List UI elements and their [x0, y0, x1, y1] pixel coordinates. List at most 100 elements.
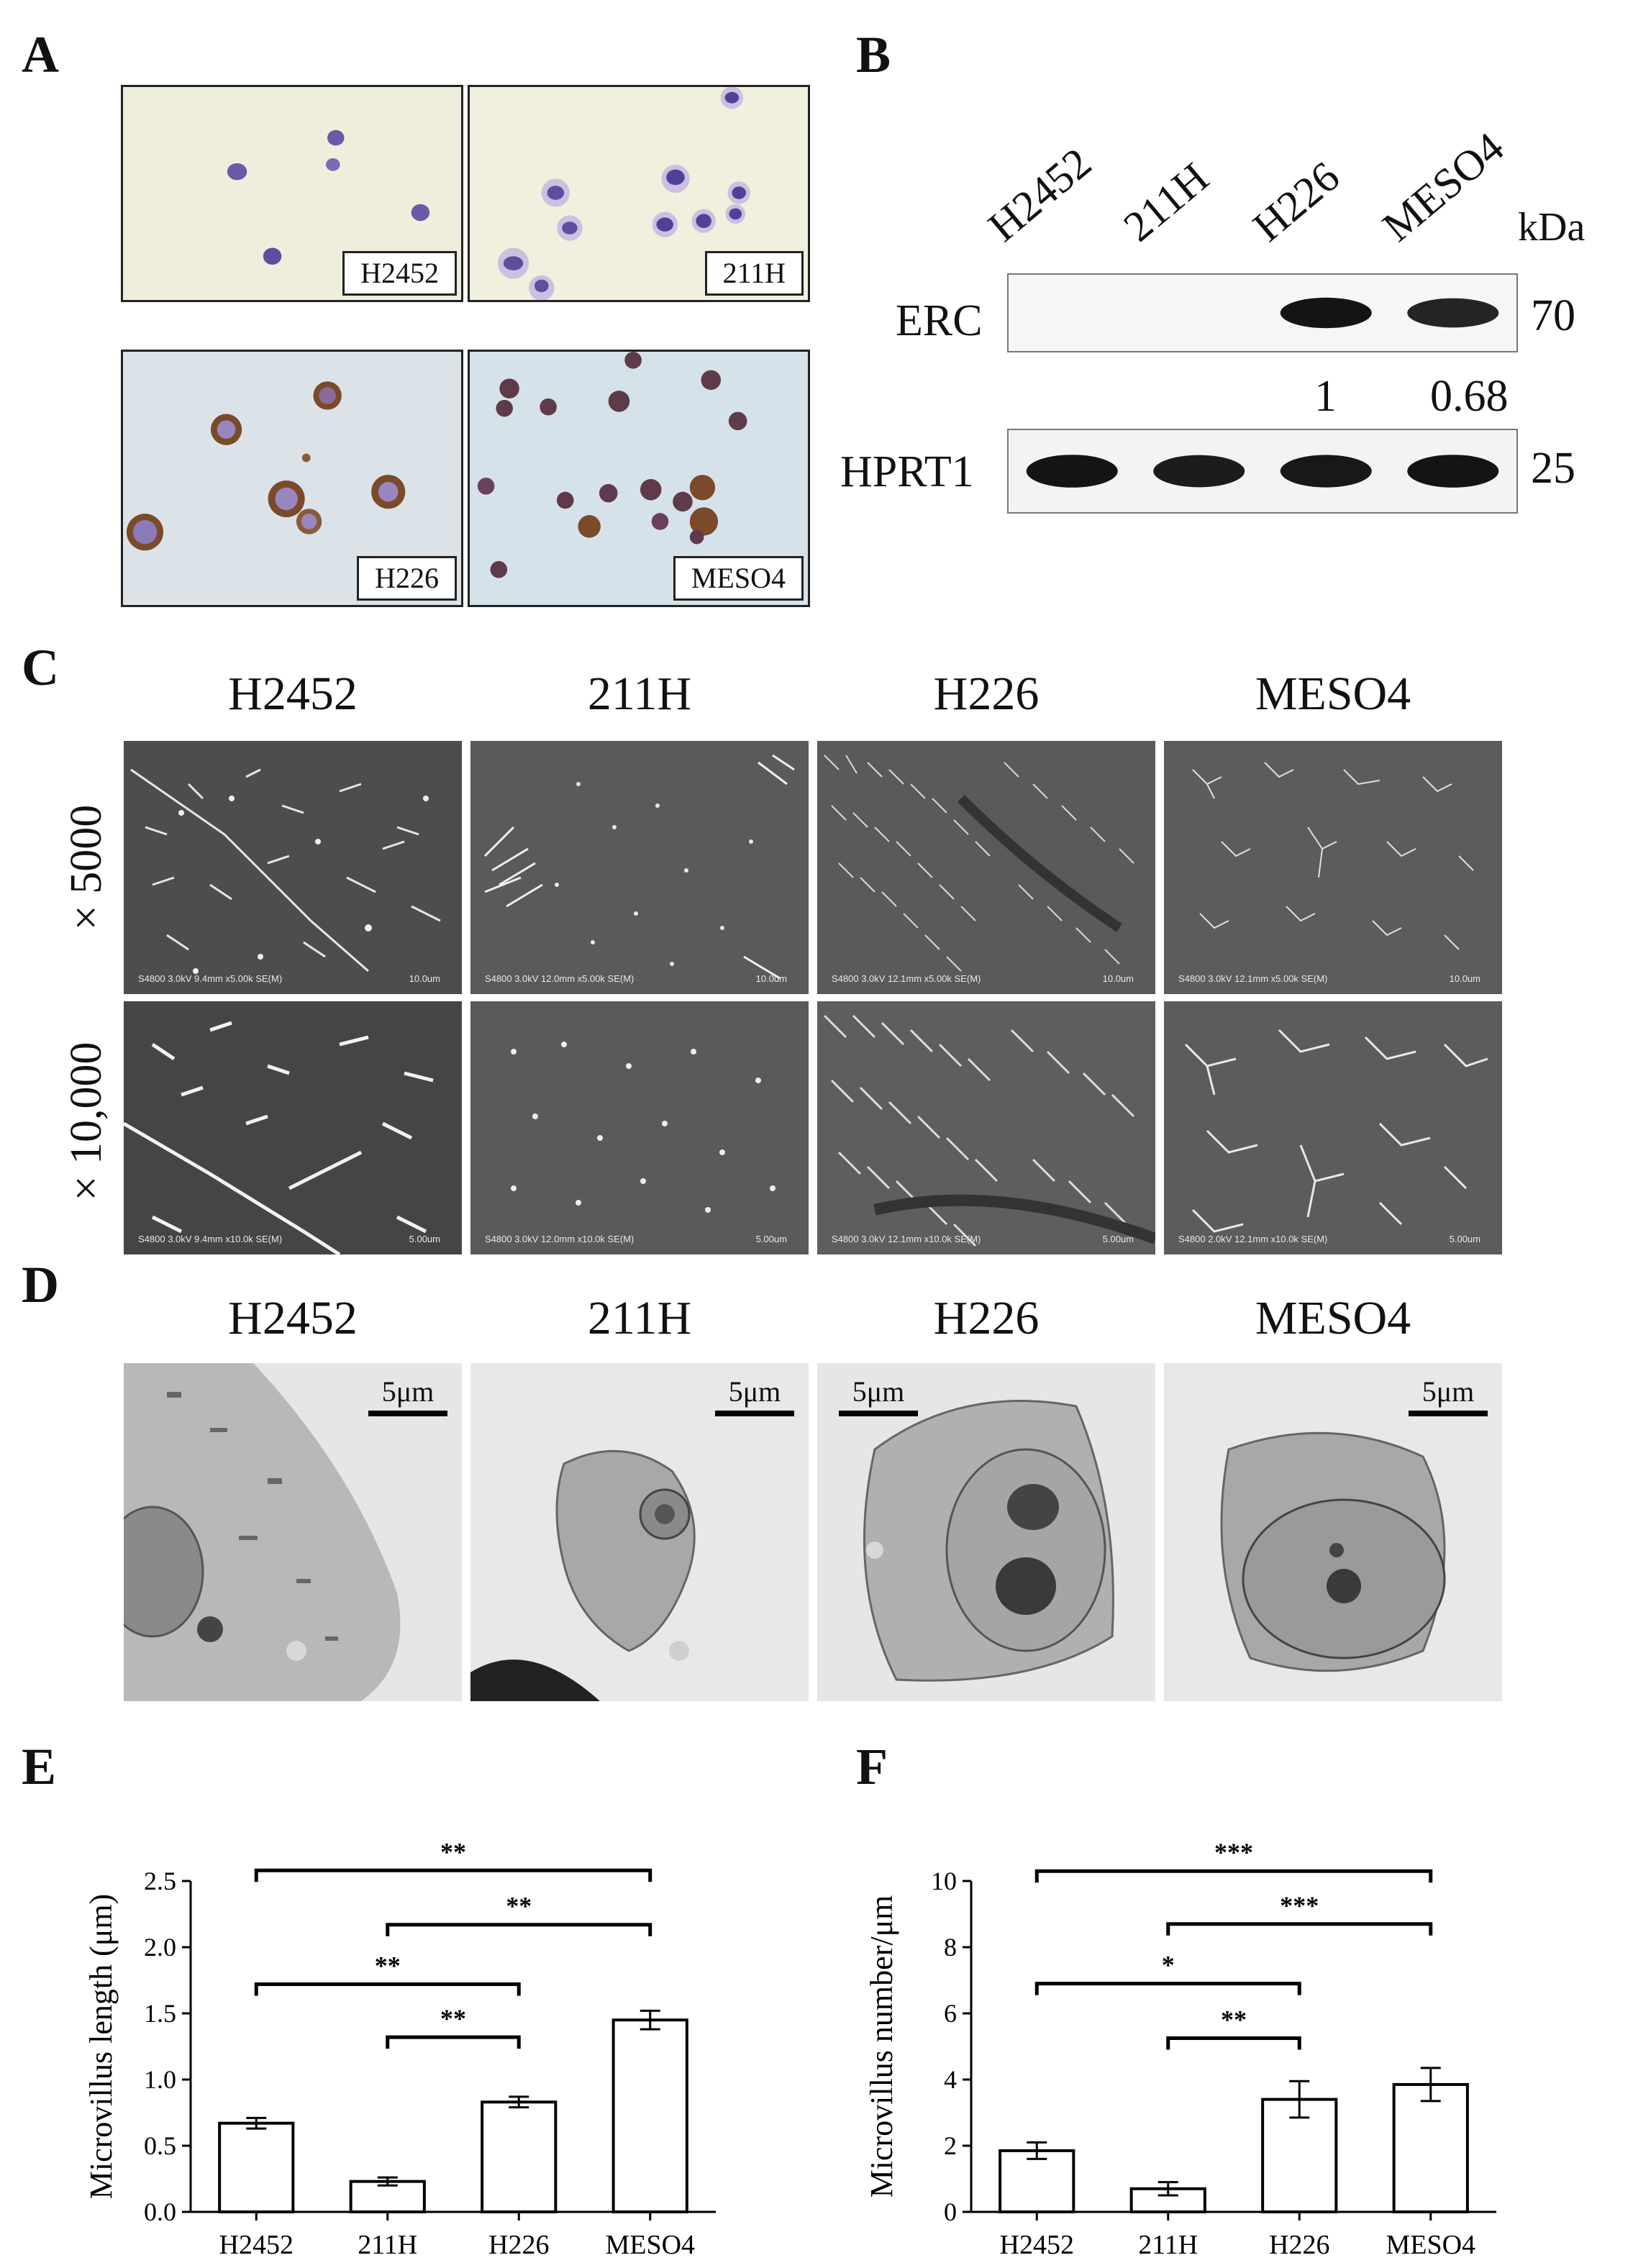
- blot-hprt1-bands: [1026, 455, 1499, 488]
- quant-value-meso4: 0.68: [1430, 372, 1509, 421]
- significance-bracket: [1166, 2036, 1301, 2050]
- stain-image-h226: H226: [121, 350, 463, 607]
- sem-scale: 5.00um: [409, 1234, 440, 1244]
- blot-band: [1280, 297, 1372, 329]
- x-tick-label: H2452: [219, 2230, 294, 2259]
- blot-row-label-hprt1: HPRT1: [840, 447, 974, 496]
- y-tick-label: 8: [944, 1933, 957, 1962]
- panel-letter-b: B: [856, 26, 891, 83]
- y-axis-label: Microvillus number/μm: [864, 1895, 899, 2198]
- column-header: H2452: [228, 1292, 358, 1344]
- significance-label: **: [1221, 2005, 1247, 2034]
- lane-label: 211H: [1114, 153, 1218, 251]
- significance-label: **: [440, 2004, 466, 2033]
- column-header: MESO4: [1255, 668, 1411, 720]
- y-axis-label: Microvillus length (μm): [83, 1894, 119, 2199]
- image-label: 211H: [704, 251, 804, 296]
- y-tick-label: 2.0: [144, 1933, 176, 1962]
- sem-caption: S4800 3.0kV 12.1mm x5.00k SE(M): [832, 973, 981, 984]
- x-tick-label: H226: [1269, 2230, 1329, 2259]
- tem-image-h2452: 5μm: [124, 1363, 462, 1701]
- bar: [1392, 2082, 1469, 2213]
- lane-label: MESO4: [1373, 123, 1513, 251]
- kda-marker-70: 70: [1531, 291, 1575, 340]
- scale-bar: 5μm: [839, 1377, 918, 1416]
- lane-label: H2452: [979, 138, 1101, 251]
- sem-scale: 10.0um: [1102, 973, 1134, 984]
- sem-image-h226-5000: S4800 3.0kV 12.1mm x5.00k SE(M) 10.0um: [817, 741, 1155, 994]
- sem-caption: S4800 3.0kV 12.1mm x5.00k SE(M): [1178, 973, 1328, 984]
- quant-value-h226: 1: [1314, 372, 1337, 421]
- sem-caption: S4800 2.0kV 12.1mm x10.0k SE(M): [1178, 1234, 1328, 1244]
- significance-label: **: [375, 1952, 401, 1980]
- bar: [611, 2018, 688, 2213]
- sem-scale: 5.00um: [1449, 1234, 1480, 1244]
- x-tick-label: H226: [488, 2230, 549, 2259]
- sem-caption: S4800 3.0kV 9.4mm x5.00k SE(M): [138, 973, 283, 984]
- image-label: H226: [357, 556, 457, 601]
- kda-unit: kDa: [1518, 205, 1586, 250]
- column-header: MESO4: [1255, 1292, 1411, 1344]
- blot-erc: [1007, 273, 1518, 352]
- significance-label: ***: [1280, 1891, 1319, 1920]
- column-header: 211H: [587, 1292, 692, 1344]
- bar: [481, 2100, 558, 2213]
- y-tick-label: 0.5: [144, 2131, 176, 2160]
- column-header: H2452: [228, 668, 358, 720]
- sem-scale: 5.00um: [755, 1234, 787, 1244]
- significance-bracket: [386, 1923, 652, 1936]
- blot-band: [1407, 298, 1499, 328]
- sem-scale: 10.0um: [409, 973, 440, 984]
- x-tick-label: MESO4: [605, 2230, 695, 2259]
- bar-chart-microvillus-length: 0.0 0.5 1.0 1.5 2.0 2.5 Microvillus length (μm…: [83, 1837, 716, 2259]
- panel-letter-e: E: [22, 1738, 57, 1795]
- blot-band: [1026, 455, 1118, 488]
- column-header: H226: [933, 668, 1040, 720]
- bar-chart-microvillus-number: 0 2 4 6 8 10 Microvillus number/μm H2452 211H H22…: [864, 1838, 1496, 2259]
- sem-scale: 5.00um: [1102, 1234, 1134, 1244]
- bar: [999, 2149, 1075, 2214]
- sem-image-h2452-10000: S4800 3.0kV 9.4mm x10.0k SE(M) 5.00um: [124, 1001, 462, 1254]
- significance-label: ***: [1214, 1838, 1253, 1867]
- column-header: 211H: [587, 668, 692, 720]
- scale-bar: 5μm: [1409, 1377, 1488, 1416]
- y-tick-label: 4: [944, 2065, 957, 2094]
- stain-image-meso4: MESO4: [468, 350, 810, 607]
- sem-scale: 10.0um: [755, 973, 787, 984]
- tem-image-h226: 5μm: [817, 1363, 1155, 1701]
- blot-erc-bands: [1280, 297, 1499, 329]
- sem-image-h2452-5000: S4800 3.0kV 9.4mm x5.00k SE(M) 10.0um: [124, 741, 462, 994]
- kda-marker-25: 25: [1531, 444, 1575, 493]
- x-tick-label: 211H: [358, 2230, 417, 2259]
- column-header: H226: [933, 1292, 1040, 1344]
- stain-image-211h: 211H: [468, 85, 810, 302]
- panel-letter-f: F: [856, 1738, 888, 1795]
- significance-label: **: [506, 1892, 532, 1921]
- y-tick-label: 6: [944, 1999, 957, 2028]
- tem-image-meso4: 5μm: [1164, 1363, 1502, 1701]
- significance-bracket: [254, 1982, 521, 1996]
- sem-image-meso4-10000: S4800 2.0kV 12.1mm x10.0k SE(M) 5.00um: [1164, 1001, 1502, 1254]
- image-label: H2452: [342, 251, 457, 296]
- image-label: MESO4: [673, 556, 804, 601]
- sem-caption: S4800 3.0kV 9.4mm x10.0k SE(M): [138, 1234, 283, 1244]
- blot-band: [1153, 455, 1245, 488]
- significance-label: **: [440, 1837, 466, 1866]
- sem-image-211h-5000: S4800 3.0kV 12.0mm x5.00k SE(M) 10.0um: [470, 741, 809, 994]
- tem-image-211h: 5μm: [470, 1363, 809, 1701]
- significance-bracket: [1034, 1982, 1301, 1995]
- y-tick-label: 2: [944, 2131, 957, 2160]
- sem-scale: 10.0um: [1449, 973, 1480, 984]
- blot-band: [1407, 455, 1499, 488]
- sem-image-211h-10000: S4800 3.0kV 12.0mm x10.0k SE(M) 5.00um: [470, 1001, 809, 1254]
- lane-label: H226: [1244, 152, 1349, 251]
- significance-label: *: [1162, 1951, 1175, 1980]
- sem-image-h226-10000: S4800 3.0kV 12.1mm x10.0k SE(M) 5.00um: [817, 1001, 1155, 1254]
- sem-caption: S4800 3.0kV 12.0mm x5.00k SE(M): [485, 973, 634, 984]
- y-tick-label: 10: [931, 1867, 957, 1895]
- significance-bracket: [1166, 1922, 1433, 1936]
- significance-bracket: [254, 1868, 652, 1882]
- scale-bar: 5μm: [368, 1377, 447, 1416]
- panel-letter-c: C: [22, 639, 59, 696]
- bar: [218, 2121, 295, 2213]
